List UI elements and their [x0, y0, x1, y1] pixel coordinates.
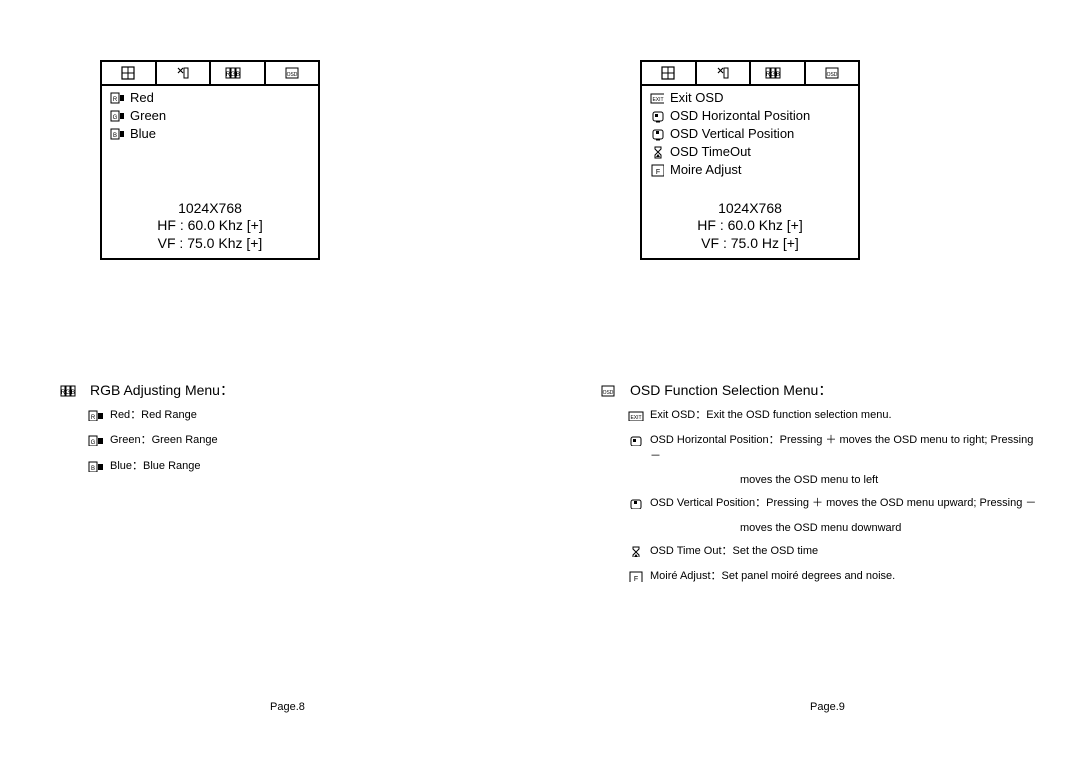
osd-item-exit: Exit OSD [650, 90, 850, 107]
osd-item-label: OSD TimeOut [670, 144, 751, 161]
desc-hpos: OSD Horizontal Position：Pressing ＋ moves… [628, 433, 1040, 464]
osd-item-moire: Moire Adjust [650, 162, 850, 179]
tab-osd-icon [266, 62, 319, 84]
page-number-right: Page.9 [810, 701, 845, 713]
moire-icon [628, 570, 646, 582]
tab-rgb-icon [211, 62, 266, 84]
osd-item-label: OSD Horizontal Position [670, 108, 810, 125]
vpos-icon [628, 497, 646, 509]
desc-vpos: OSD Vertical Position：Pressing ＋ moves t… [628, 496, 1040, 511]
hpos-icon [650, 109, 664, 123]
osd-body-rgb: Red Green Blue [102, 86, 318, 148]
rgb-b-icon [110, 127, 124, 141]
vf: VF : 75.0 Khz [+] [102, 235, 318, 253]
rgb-icon [60, 383, 84, 397]
osd-item-label: Red [130, 90, 154, 107]
tab-tools-icon [157, 62, 212, 84]
tab-geometry-icon [102, 62, 157, 84]
osd-tabs [642, 62, 858, 86]
resolution: 1024X768 [102, 200, 318, 218]
osd-item-timeout: OSD TimeOut [650, 144, 850, 161]
osd-status: 1024X768 HF : 60.0 Khz [+] VF : 75.0 Khz… [102, 200, 318, 253]
osd-item-label: Blue [130, 126, 156, 143]
desc-vpos-cont: moves the OSD menu downward [740, 522, 1040, 534]
osd-item-label: OSD Vertical Position [670, 126, 794, 143]
page-right: Exit OSD OSD Horizontal Position OSD Ver… [540, 0, 1080, 763]
desc-moire: Moiré Adjust：Set panel moiré degrees and… [628, 569, 1040, 584]
osd-item-blue: Blue [110, 126, 310, 143]
hourglass-icon [628, 545, 646, 557]
osd-item-red: Red [110, 90, 310, 107]
desc-hpos-cont: moves the OSD menu to left [740, 474, 1040, 486]
osd-window-func: Exit OSD OSD Horizontal Position OSD Ver… [640, 60, 860, 260]
hf: HF : 60.0 Khz [+] [102, 217, 318, 235]
hpos-icon [628, 434, 646, 446]
hourglass-icon [650, 145, 664, 159]
exit-icon [628, 409, 646, 421]
tab-tools-icon [697, 62, 752, 84]
rgb-r-icon [110, 91, 124, 105]
osd-body-func: Exit OSD OSD Horizontal Position OSD Ver… [642, 86, 858, 183]
rgb-r-icon [88, 409, 106, 421]
vf: VF : 75.0 Hz [+] [642, 235, 858, 253]
title-text: RGB Adjusting Menu： [90, 380, 234, 400]
osd-status: 1024X768 HF : 60.0 Khz [+] VF : 75.0 Hz … [642, 200, 858, 253]
osd-item-label: Green [130, 108, 166, 125]
page-number-left: Page.8 [270, 701, 305, 713]
exit-icon [650, 91, 664, 105]
osd-window-rgb: Red Green Blue 1024X768 HF : 60.0 Khz [+… [100, 60, 320, 260]
moire-icon [650, 163, 664, 177]
osd-func-menu-title: OSD Function Selection Menu： [600, 380, 1040, 400]
osd-item-label: Exit OSD [670, 90, 723, 107]
desc-blue: Blue：Blue Range [88, 459, 500, 474]
rgb-b-icon [88, 460, 106, 472]
hf: HF : 60.0 Khz [+] [642, 217, 858, 235]
osd-tabs [102, 62, 318, 86]
desc-exit: Exit OSD：Exit the OSD function selection… [628, 408, 1040, 423]
resolution: 1024X768 [642, 200, 858, 218]
rgb-g-icon [88, 434, 106, 446]
osd-item-label: Moire Adjust [670, 162, 742, 179]
desc-timeout: OSD Time Out：Set the OSD time [628, 544, 1040, 559]
tab-osd-icon [806, 62, 859, 84]
desc-green: Green：Green Range [88, 433, 500, 448]
osd-item-green: Green [110, 108, 310, 125]
tab-geometry-icon [642, 62, 697, 84]
title-text: OSD Function Selection Menu： [630, 380, 832, 400]
rgb-g-icon [110, 109, 124, 123]
osd-item-vpos: OSD Vertical Position [650, 126, 850, 143]
desc-red: Red：Red Range [88, 408, 500, 423]
page-left: Red Green Blue 1024X768 HF : 60.0 Khz [+… [0, 0, 540, 763]
tab-rgb-icon [751, 62, 806, 84]
rgb-menu-title: RGB Adjusting Menu： [60, 380, 500, 400]
osd-item-hpos: OSD Horizontal Position [650, 108, 850, 125]
osd-icon [600, 383, 624, 397]
vpos-icon [650, 127, 664, 141]
